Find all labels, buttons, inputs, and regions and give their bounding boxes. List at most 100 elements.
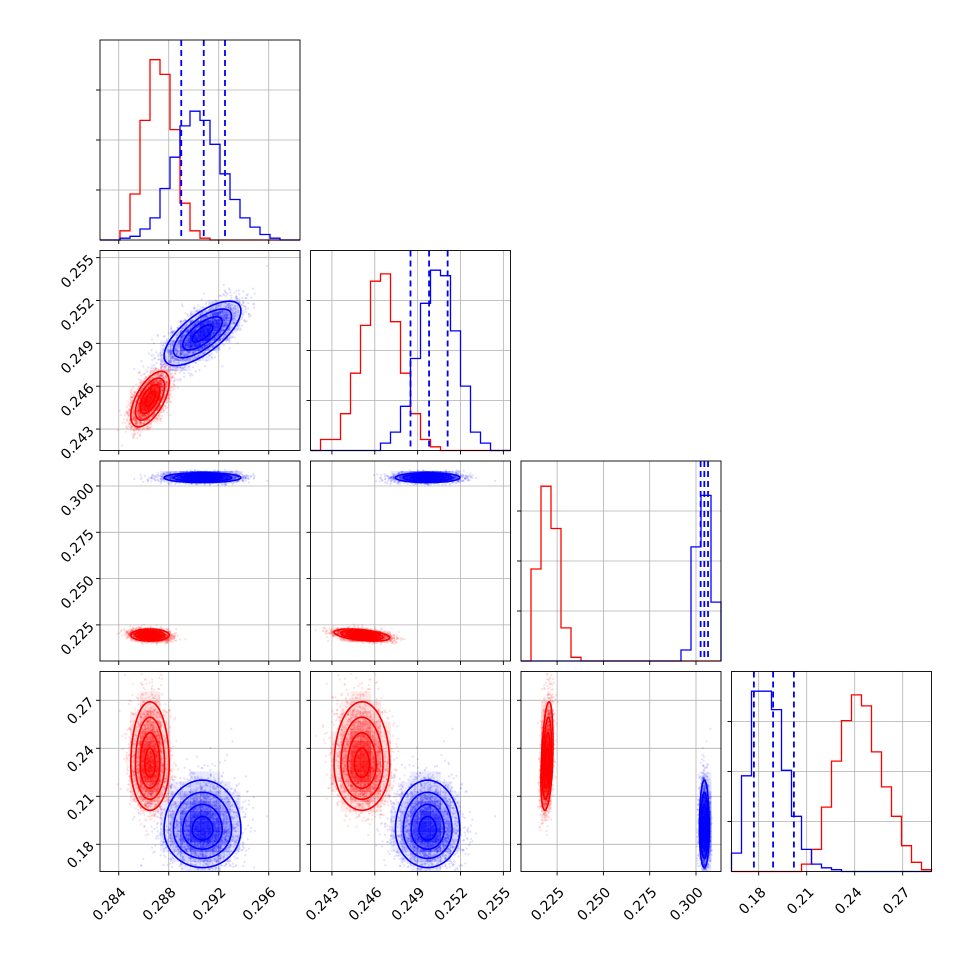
point	[213, 356, 217, 359]
point	[136, 410, 139, 413]
point	[165, 381, 168, 384]
point	[146, 387, 149, 390]
point	[118, 409, 121, 413]
point	[136, 427, 139, 430]
point	[231, 335, 234, 338]
point	[159, 382, 162, 385]
point	[153, 369, 156, 372]
point	[142, 422, 145, 425]
point	[140, 422, 143, 425]
point	[160, 382, 164, 385]
point	[153, 380, 156, 383]
point	[178, 379, 182, 382]
point	[140, 415, 143, 418]
point	[160, 366, 163, 369]
point	[155, 388, 158, 391]
point	[158, 374, 161, 377]
point	[167, 366, 170, 369]
point	[119, 414, 122, 417]
point	[143, 377, 146, 380]
point	[150, 376, 153, 379]
point	[142, 414, 145, 417]
point	[133, 422, 136, 425]
point	[130, 396, 133, 399]
point	[160, 382, 163, 385]
point	[158, 383, 161, 386]
point	[157, 368, 160, 371]
point	[174, 372, 177, 375]
point	[122, 418, 126, 421]
point	[156, 373, 159, 376]
point	[235, 330, 238, 333]
point	[138, 401, 141, 404]
point	[175, 359, 178, 362]
point	[136, 424, 139, 427]
point	[150, 382, 153, 385]
point	[158, 411, 162, 414]
point	[191, 374, 194, 377]
point	[132, 429, 136, 432]
point	[125, 410, 128, 413]
point	[133, 432, 136, 435]
point	[137, 410, 140, 413]
point	[154, 366, 157, 369]
point	[140, 360, 143, 363]
point	[146, 412, 149, 416]
point	[129, 389, 132, 392]
point	[137, 404, 140, 407]
point	[151, 377, 154, 380]
point	[162, 409, 165, 412]
point	[132, 416, 135, 419]
point	[170, 386, 173, 389]
point	[165, 406, 168, 409]
point	[152, 381, 155, 384]
point	[146, 413, 150, 416]
point	[137, 415, 140, 418]
point	[153, 364, 156, 367]
point	[162, 409, 165, 412]
point	[164, 377, 167, 380]
point	[164, 362, 167, 366]
point	[163, 371, 166, 374]
point	[159, 385, 162, 388]
point	[142, 415, 145, 418]
point	[173, 380, 176, 383]
point	[238, 297, 241, 300]
point	[133, 391, 136, 394]
point	[130, 395, 133, 398]
point	[165, 369, 168, 372]
point	[159, 374, 162, 377]
point	[146, 420, 149, 423]
point	[158, 383, 161, 386]
point	[159, 373, 163, 376]
point	[161, 389, 164, 392]
point	[183, 372, 186, 375]
point	[132, 418, 135, 421]
point	[138, 434, 141, 438]
point	[139, 412, 142, 415]
point	[156, 367, 159, 371]
point	[165, 380, 168, 384]
point	[126, 425, 129, 428]
point	[173, 383, 176, 387]
point	[144, 376, 147, 379]
point	[128, 422, 131, 425]
point	[141, 414, 144, 417]
point	[165, 388, 168, 391]
point	[148, 352, 151, 355]
point	[156, 379, 159, 382]
point	[151, 386, 154, 390]
point	[155, 351, 158, 354]
point	[125, 411, 128, 414]
point	[159, 382, 162, 385]
point	[157, 378, 160, 381]
point	[136, 411, 139, 414]
point	[129, 392, 132, 395]
point	[158, 358, 161, 361]
point	[138, 411, 141, 414]
point	[150, 415, 153, 419]
point	[131, 425, 134, 428]
point	[138, 415, 141, 418]
point	[142, 416, 145, 419]
point	[147, 413, 150, 416]
